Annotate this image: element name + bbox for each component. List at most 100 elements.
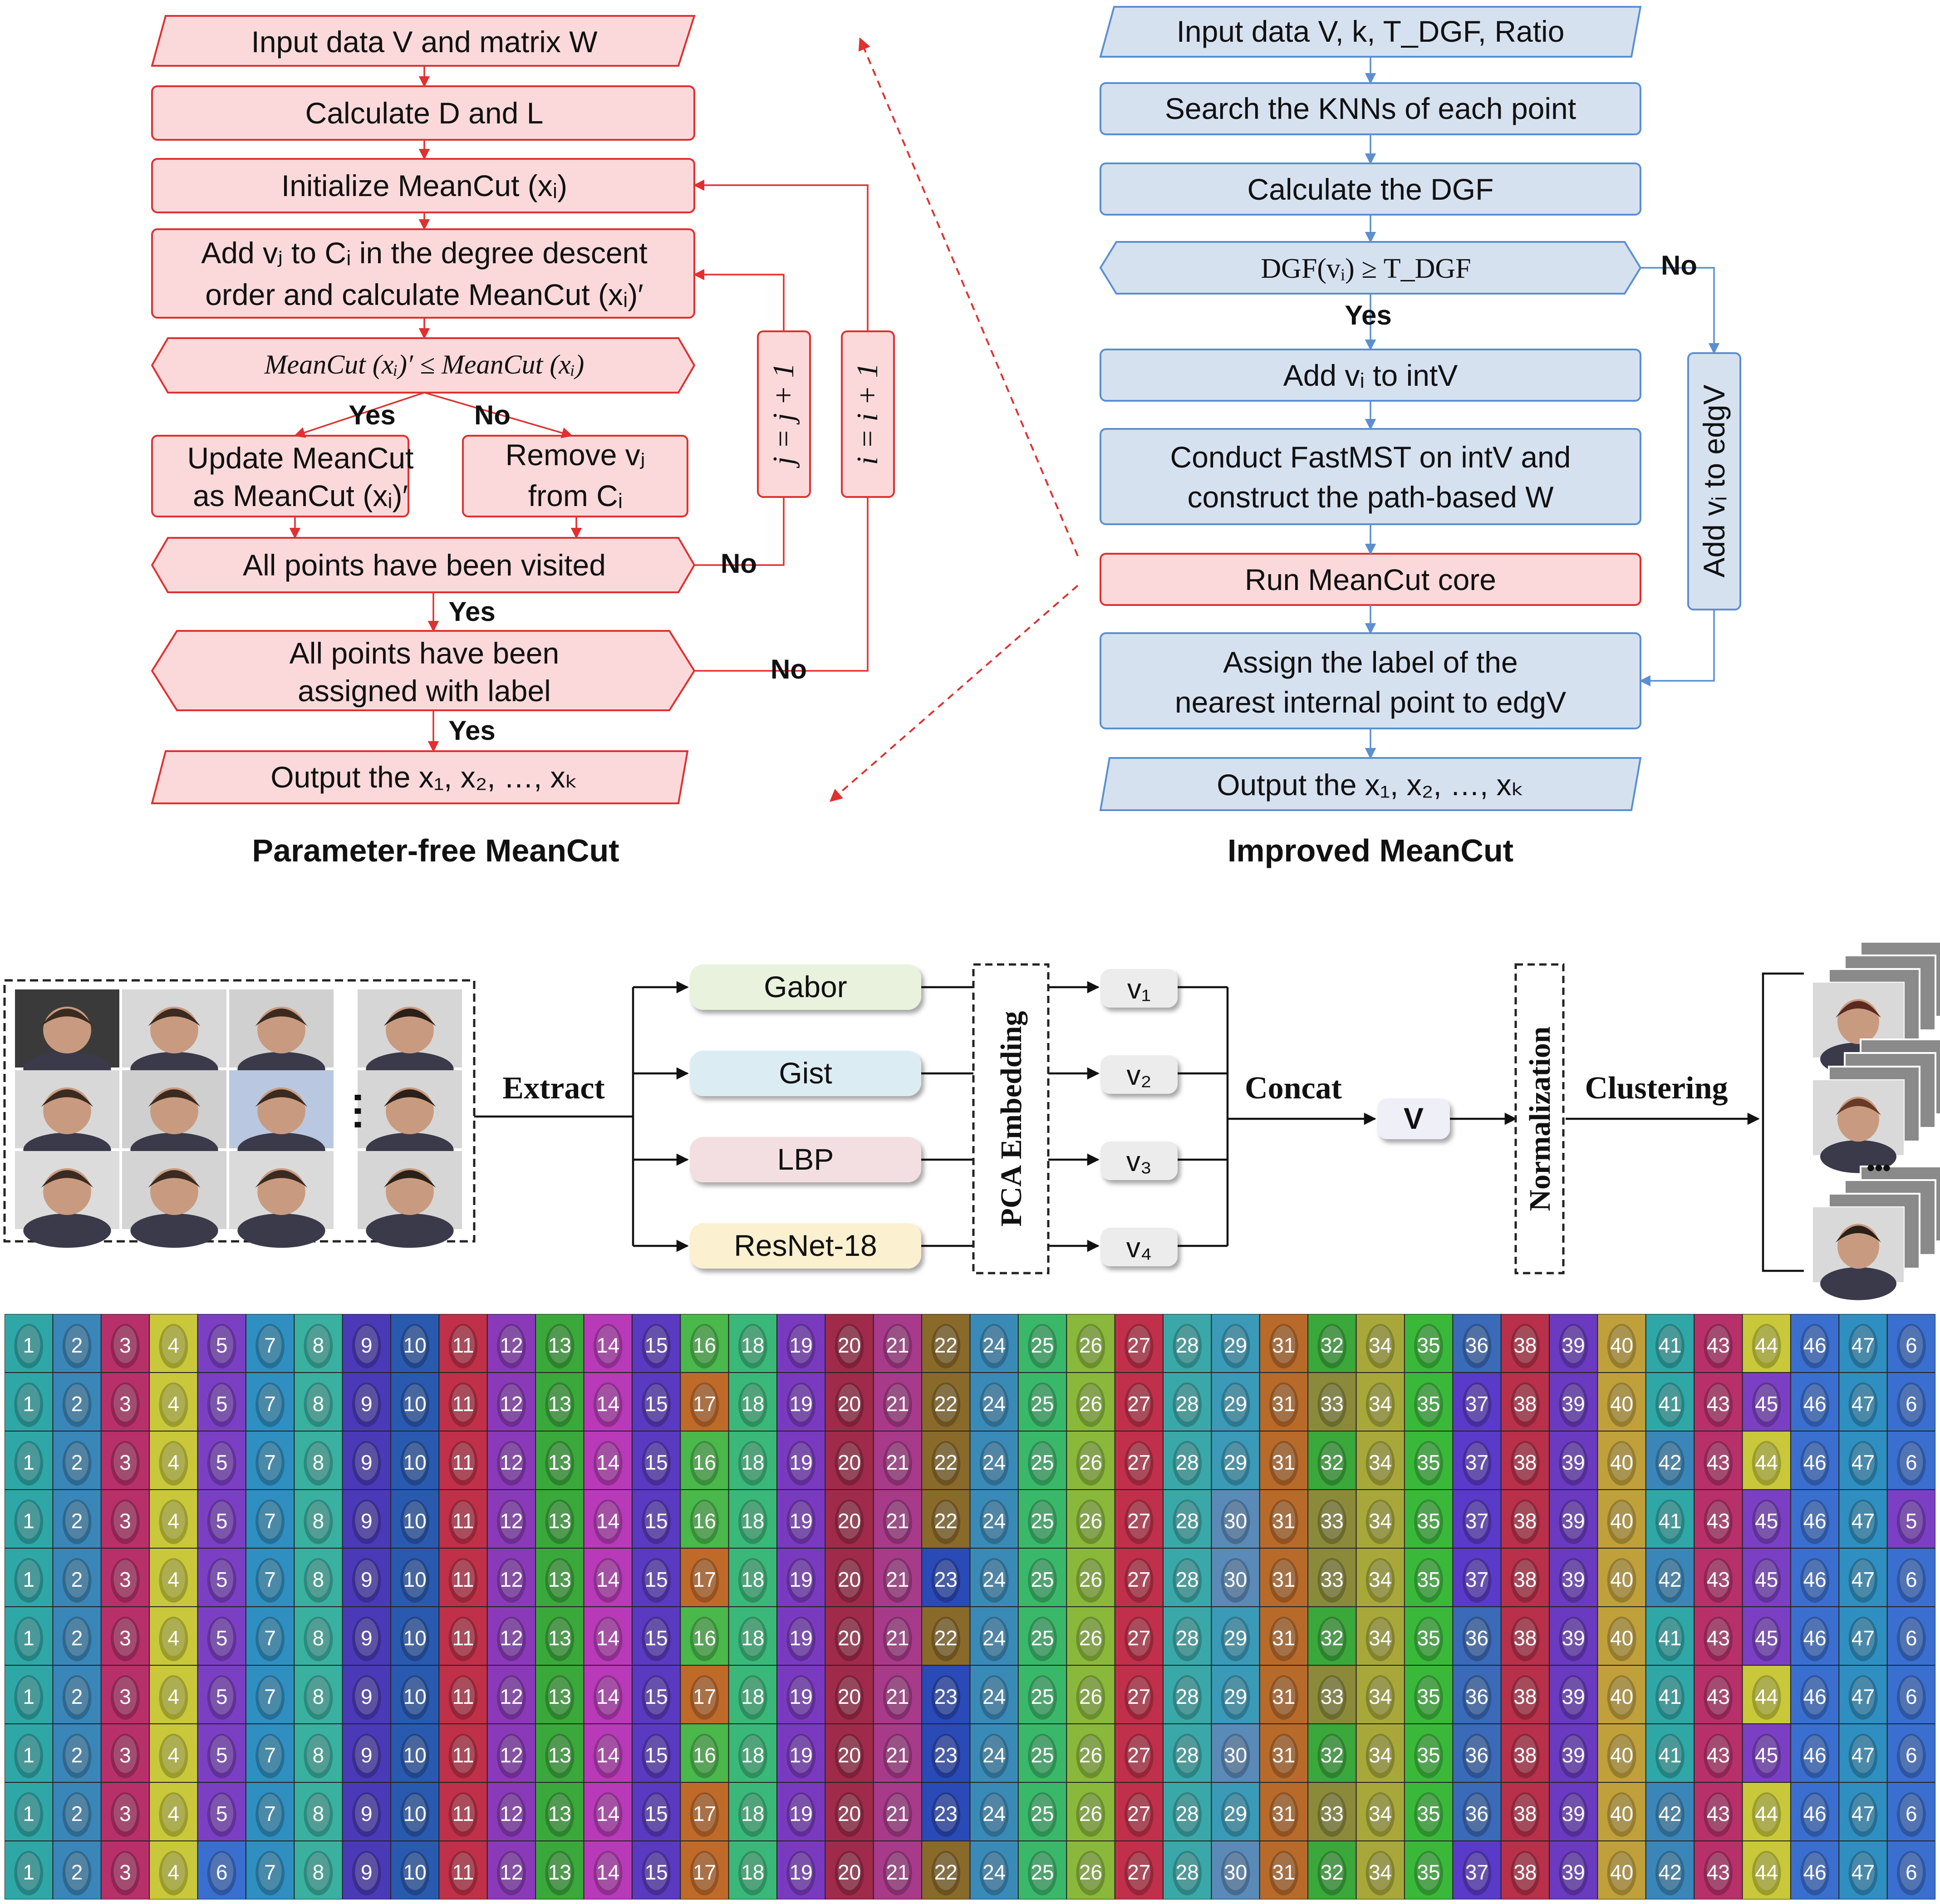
face-grid-cell: 19 [777,1724,825,1782]
left-assigned-text-1: All points have been [290,636,559,670]
left-cond-text: MeanCut (xᵢ)′ ≤ MeanCut (xᵢ) [264,349,584,379]
face-grid-cell: 35 [1405,1432,1453,1489]
face-grid-cell: 6 [198,1841,246,1899]
face-grid-label: 3 [119,1509,131,1533]
face-grid-label: 24 [982,1392,1006,1416]
face-grid-cell: 9 [343,1490,390,1548]
face-grid-cell: 28 [1164,1314,1211,1372]
face-grid-cell: 4 [150,1314,197,1372]
face-grid-cell: 41 [1646,1724,1694,1782]
face-grid-label: 28 [1176,1626,1199,1650]
face-grid-label: 38 [1513,1860,1537,1884]
face-grid-cell: 25 [1018,1432,1066,1489]
face-grid-cell: 21 [874,1841,922,1899]
face-grid-cell: 11 [439,1607,487,1665]
face-grid-cell: 25 [1018,1549,1066,1606]
face-grid-label: 6 [1906,1743,1917,1767]
face-grid-label: 43 [1707,1451,1730,1474]
normalization-label: Normalization [1523,1027,1557,1211]
face-grid-label: 27 [1127,1451,1150,1474]
face-grid-cell: 27 [1115,1783,1163,1840]
face-grid-cell: 8 [295,1432,342,1489]
face-grid-label: 12 [500,1509,523,1533]
face-grid-cell: 46 [1791,1490,1839,1548]
face-grid-label: 47 [1852,1568,1875,1591]
face-grid-cell: 25 [1018,1314,1066,1372]
face-grid-label: 47 [1852,1626,1875,1650]
face-grid-label: 21 [886,1802,909,1825]
face-grid-cell: 12 [487,1549,535,1606]
face-grid-label: 30 [1224,1860,1247,1884]
face-grid-label: 12 [500,1743,523,1767]
face-grid-label: 37 [1465,1860,1488,1884]
face-grid-label: 25 [1031,1860,1054,1884]
face-grid-label: 28 [1176,1333,1199,1357]
face-grid-label: 28 [1176,1568,1199,1591]
face-grid-cell: 4 [150,1432,197,1489]
face-grid-cell: 14 [584,1314,632,1372]
face-grid-cell: 20 [825,1490,873,1548]
face-grid-label: 44 [1755,1685,1778,1708]
face-grid-cell: 38 [1501,1373,1549,1431]
face-grid-label: 15 [644,1802,668,1825]
face-grid-cell: 19 [777,1841,825,1899]
face-grid-label: 43 [1707,1509,1730,1533]
face-grid-label: 45 [1755,1626,1778,1650]
face-grid-label: 2 [71,1509,83,1533]
face-grid-cell: 18 [729,1549,776,1606]
face-grid-label: 24 [982,1333,1006,1357]
face-grid-cell: 47 [1839,1432,1887,1489]
face-grid-cell: 32 [1308,1432,1356,1489]
face-grid-cell: 37 [1453,1432,1501,1489]
face-grid-cell: 24 [970,1724,1018,1782]
face-grid-label: 32 [1321,1860,1344,1884]
face-grid-label: 18 [741,1685,764,1708]
face-grid-label: 23 [934,1685,958,1708]
face-grid-label: 34 [1369,1626,1392,1650]
face-grid-cell: 11 [439,1724,487,1782]
face-grid-label: 9 [361,1509,373,1533]
face-grid-cell: 33 [1308,1490,1356,1548]
face-grid-cell: 19 [777,1314,825,1372]
right-dgf-text: Calculate the DGF [1247,172,1494,206]
face-grid-label: 44 [1755,1333,1778,1357]
face-grid-label: 5 [216,1568,228,1591]
left-assigned-hexagon [151,630,696,711]
face-grid-label: 31 [1272,1509,1295,1533]
face-grid-label: 41 [1658,1626,1681,1650]
face-grid-label: 34 [1369,1333,1392,1357]
face-grid-cell: 40 [1598,1666,1645,1723]
face-grid-cell: 4 [150,1549,197,1606]
face-grid-label: 39 [1562,1451,1585,1474]
face-grid-label: 25 [1031,1451,1054,1474]
face-grid-label: 31 [1272,1626,1295,1650]
face-grid-cell: 3 [101,1490,149,1548]
face-grid-label: 25 [1031,1626,1054,1650]
face-grid-cell: 25 [1018,1783,1066,1840]
face-grid-cell: 1 [5,1666,53,1723]
face-grid-label: 39 [1562,1685,1585,1708]
face-grid-label: 13 [548,1860,571,1884]
face-grid-label: 46 [1803,1333,1826,1357]
face-grid-cell: 6 [1887,1314,1935,1372]
face-grid-cell: 4 [150,1724,197,1782]
face-grid-label: 4 [168,1568,180,1591]
face-grid-cell: 44 [1743,1432,1790,1489]
face-grid-cell: 33 [1308,1549,1356,1606]
left-remove-box [462,435,688,517]
face-grid-label: 31 [1272,1743,1295,1767]
face-grid-label: 38 [1513,1626,1537,1650]
face-grid-label: 24 [982,1626,1006,1650]
right-input-text: Input data V, k, T_DGF, Ratio [1177,15,1565,48]
face-grid-cell: 23 [922,1724,970,1782]
face-grid-cell: 47 [1839,1666,1887,1723]
face-grid-label: 34 [1369,1451,1392,1474]
face-grid-cell: 26 [1067,1314,1115,1372]
face-grid-label: 8 [313,1451,324,1474]
face-grid-cell: 6 [1887,1373,1935,1431]
face-grid-cell: 45 [1743,1490,1790,1548]
face-grid-label: 2 [71,1802,83,1825]
face-grid-cell: 46 [1791,1549,1839,1606]
face-grid-label: 26 [1079,1802,1102,1825]
face-grid-label: 12 [500,1451,523,1474]
